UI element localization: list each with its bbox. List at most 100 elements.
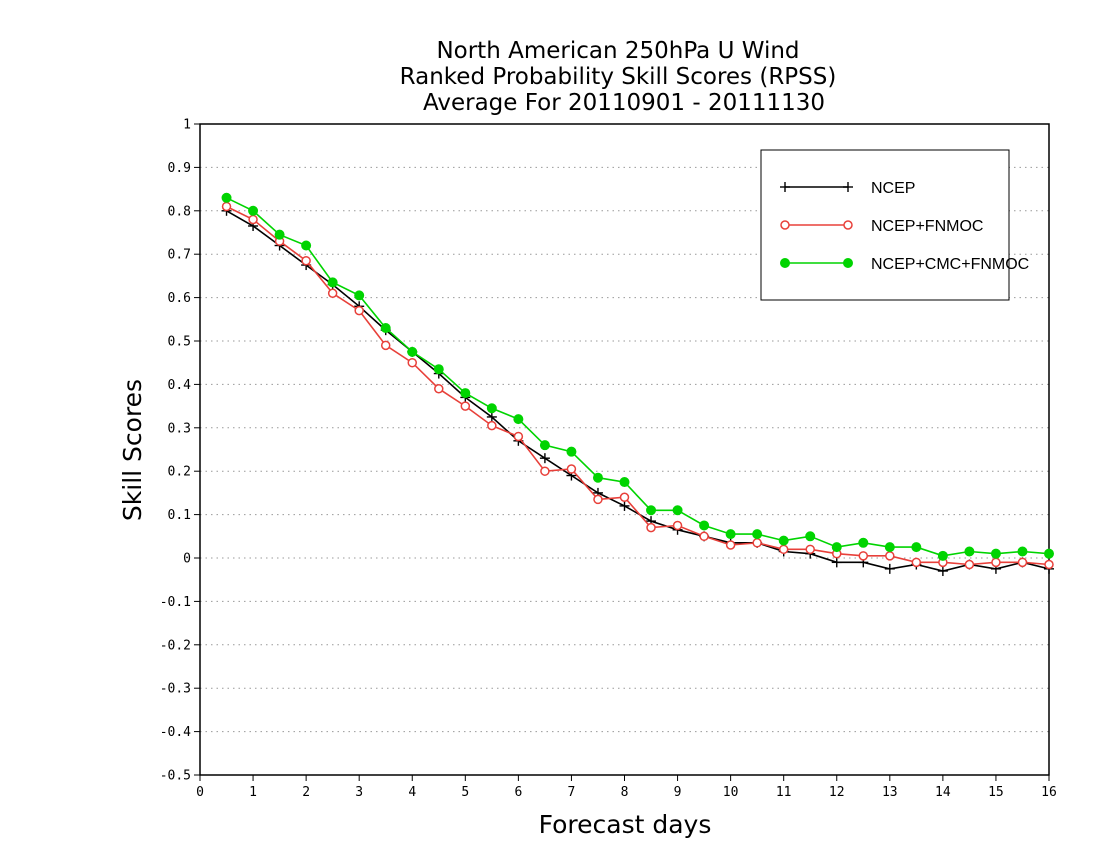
data-point-series-2 (831, 542, 842, 553)
data-point-series-1 (1017, 557, 1028, 568)
data-point-series-2 (752, 529, 763, 540)
data-point-series-2 (1044, 548, 1054, 559)
x-axis: 0 1 2 3 4 5 6 7 8 9 10 11 12 13 14 15 16 (196, 775, 1057, 800)
x-axis-title: Forecast days (539, 810, 712, 839)
y-tick-label: -0.5 (160, 769, 191, 784)
legend-label: NCEP+FNMOC (871, 218, 983, 235)
data-point-series-1 (407, 357, 417, 368)
y-axis-title: Skill Scores (118, 379, 147, 521)
legend-marker (843, 258, 853, 268)
x-tick-label: 1 (249, 785, 257, 800)
x-tick-label: 13 (882, 785, 898, 800)
data-point-series-1 (991, 557, 1001, 568)
data-point-series-1 (460, 401, 471, 411)
data-point-series-2 (937, 550, 948, 561)
x-tick-label: 12 (829, 785, 845, 800)
data-point-series-1 (699, 531, 709, 542)
legend-label: NCEP+CMC+FNMOC (871, 256, 1029, 273)
y-tick-label: -0.2 (160, 638, 191, 653)
y-tick-label: 0.2 (168, 465, 191, 480)
legend: NCEP NCEP+FNMOC NCEP+CMC+FNMOC (760, 149, 1029, 301)
data-point-series-2 (539, 440, 550, 451)
y-tick-label: -0.3 (160, 682, 191, 697)
legend-marker (780, 182, 790, 192)
legend-marker (780, 220, 790, 230)
data-point-series-2 (592, 472, 603, 483)
data-point-series-1 (513, 431, 524, 442)
data-point-series-1 (672, 520, 683, 531)
y-tick-label: 0.3 (168, 421, 191, 436)
data-point-series-2 (301, 240, 312, 251)
data-point-series-2 (513, 414, 524, 425)
x-tick-label: 15 (988, 785, 1004, 800)
y-tick-label: -0.4 (160, 725, 191, 740)
x-tick-label: 8 (621, 785, 629, 800)
data-point-series-1 (566, 464, 577, 474)
series-2 (221, 192, 1054, 561)
y-tick-label: 0.5 (168, 335, 191, 350)
data-point-series-2 (460, 388, 471, 399)
data-point-series-2 (725, 529, 736, 540)
data-point-series-2 (964, 546, 975, 557)
x-tick-label: 7 (568, 785, 576, 800)
legend-marker (843, 220, 853, 230)
data-point-series-2 (911, 542, 922, 553)
data-point-series-1 (911, 557, 922, 568)
data-point-series-1 (540, 466, 550, 476)
data-point-series-2 (805, 531, 816, 542)
y-tick-label: 1 (183, 118, 191, 133)
data-point-series-1 (248, 214, 258, 225)
data-point-series-1 (593, 494, 603, 505)
data-point-series-2 (274, 229, 285, 240)
chart-title: North American 250hPa U Wind Ranked Prob… (400, 38, 837, 116)
x-tick-label: 6 (514, 785, 522, 800)
data-point-series-1 (858, 551, 869, 561)
data-point-series-2 (327, 277, 338, 288)
x-tick-label: 14 (935, 785, 951, 800)
data-point-series-0 (831, 557, 842, 568)
y-tick-label: 0.6 (168, 291, 191, 306)
x-tick-label: 9 (674, 785, 682, 800)
series-layer (221, 192, 1054, 577)
data-point-series-1 (805, 544, 815, 555)
data-point-series-0 (937, 566, 948, 577)
data-point-series-2 (486, 403, 497, 414)
legend-entry-2: NCEP+CMC+FNMOC (780, 256, 1029, 273)
data-point-series-2 (778, 535, 789, 546)
y-tick-label: 0.8 (168, 204, 191, 219)
data-point-series-2 (248, 205, 259, 216)
x-tick-label: 4 (408, 785, 416, 800)
data-point-series-1 (327, 288, 338, 299)
data-point-series-2 (566, 446, 577, 457)
title-line-1: North American 250hPa U Wind (436, 38, 799, 64)
data-point-series-2 (354, 290, 365, 301)
data-point-series-2 (433, 364, 444, 375)
data-point-series-2 (699, 520, 710, 531)
y-tick-label: 0.7 (168, 248, 191, 263)
legend-entry-0: NCEP (780, 180, 915, 197)
data-point-series-0 (539, 453, 550, 464)
data-point-series-0 (884, 563, 895, 574)
data-point-series-1 (1044, 559, 1054, 570)
data-point-series-2 (990, 548, 1001, 559)
title-line-2: Ranked Probability Skill Scores (RPSS) (400, 64, 837, 90)
y-axis: -0.5 -0.4 -0.3 -0.2 -0.1 0 0.1 0.2 0.3 0.4 0.5 0.6 0… (160, 118, 200, 784)
data-point-series-1 (964, 559, 975, 570)
data-point-series-1 (778, 544, 789, 555)
data-point-series-2 (672, 505, 683, 516)
data-point-series-2 (646, 505, 657, 516)
legend-label: NCEP (871, 180, 915, 197)
data-point-series-1 (354, 305, 364, 316)
data-point-series-2 (619, 477, 630, 488)
x-tick-label: 5 (461, 785, 469, 800)
data-point-series-1 (646, 522, 656, 533)
data-point-series-2 (1017, 546, 1028, 557)
data-point-series-1 (619, 492, 630, 502)
y-tick-label: 0.1 (168, 508, 191, 523)
gridlines (200, 166, 1049, 733)
x-tick-label: 0 (196, 785, 204, 800)
data-point-series-1 (885, 551, 895, 561)
data-point-series-0 (619, 500, 630, 511)
y-tick-label: 0.9 (168, 161, 191, 176)
